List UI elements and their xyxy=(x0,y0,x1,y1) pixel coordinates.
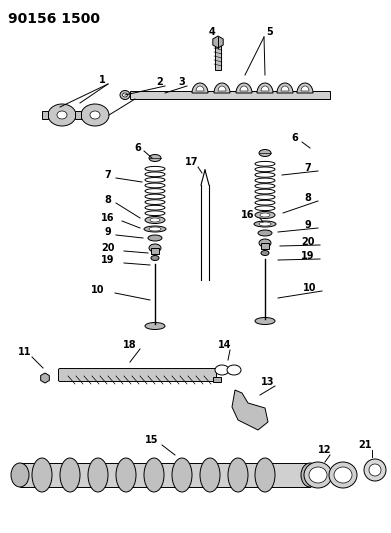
Ellipse shape xyxy=(57,111,67,119)
Ellipse shape xyxy=(149,244,161,252)
Ellipse shape xyxy=(116,458,136,492)
Polygon shape xyxy=(218,86,226,91)
Text: 16: 16 xyxy=(101,213,115,223)
Ellipse shape xyxy=(172,458,192,492)
Ellipse shape xyxy=(11,463,29,487)
Text: 2: 2 xyxy=(157,77,163,87)
Ellipse shape xyxy=(259,222,271,226)
Ellipse shape xyxy=(144,458,164,492)
Polygon shape xyxy=(196,86,204,91)
Polygon shape xyxy=(277,83,293,93)
Polygon shape xyxy=(297,83,313,93)
Bar xyxy=(151,248,159,254)
Text: 10: 10 xyxy=(91,285,105,295)
Text: 10: 10 xyxy=(303,283,317,293)
Ellipse shape xyxy=(215,365,229,375)
Text: 13: 13 xyxy=(261,377,275,387)
Ellipse shape xyxy=(228,458,248,492)
Ellipse shape xyxy=(148,235,162,241)
Polygon shape xyxy=(192,83,208,93)
Text: 3: 3 xyxy=(179,77,185,87)
Text: 8: 8 xyxy=(104,195,111,205)
Text: 5: 5 xyxy=(267,27,273,37)
Ellipse shape xyxy=(329,462,357,488)
Ellipse shape xyxy=(304,462,332,488)
Polygon shape xyxy=(240,86,248,91)
Ellipse shape xyxy=(309,467,327,483)
Ellipse shape xyxy=(149,227,161,231)
Ellipse shape xyxy=(60,458,80,492)
Ellipse shape xyxy=(255,318,275,325)
Text: 19: 19 xyxy=(301,251,315,261)
Ellipse shape xyxy=(255,212,275,219)
Text: 11: 11 xyxy=(18,347,32,357)
Ellipse shape xyxy=(254,221,276,227)
Bar xyxy=(215,40,221,70)
Ellipse shape xyxy=(369,464,381,476)
Polygon shape xyxy=(232,390,268,430)
Ellipse shape xyxy=(334,467,352,483)
Text: 17: 17 xyxy=(185,157,199,167)
Text: 15: 15 xyxy=(145,435,159,445)
Text: 6: 6 xyxy=(135,143,142,153)
Text: 7: 7 xyxy=(105,170,111,180)
Ellipse shape xyxy=(90,111,100,119)
Polygon shape xyxy=(301,86,309,91)
Ellipse shape xyxy=(145,216,165,223)
Text: 9: 9 xyxy=(105,227,111,237)
Ellipse shape xyxy=(227,365,241,375)
Polygon shape xyxy=(257,83,273,93)
Text: 20: 20 xyxy=(101,243,115,253)
Ellipse shape xyxy=(120,91,130,100)
FancyBboxPatch shape xyxy=(59,368,217,382)
Bar xyxy=(261,243,269,249)
Ellipse shape xyxy=(88,458,108,492)
Ellipse shape xyxy=(48,104,76,126)
Text: 90156 1500: 90156 1500 xyxy=(8,12,100,26)
Text: 18: 18 xyxy=(123,340,137,350)
Ellipse shape xyxy=(149,155,161,161)
Text: 1: 1 xyxy=(99,75,106,85)
Text: 12: 12 xyxy=(318,445,332,455)
Text: 14: 14 xyxy=(218,340,232,350)
Text: 19: 19 xyxy=(101,255,115,265)
Text: 21: 21 xyxy=(358,440,372,450)
Bar xyxy=(213,377,221,382)
Text: 6: 6 xyxy=(292,133,298,143)
Ellipse shape xyxy=(145,322,165,329)
Polygon shape xyxy=(281,86,289,91)
Bar xyxy=(42,111,48,119)
Text: 9: 9 xyxy=(305,220,311,230)
Ellipse shape xyxy=(144,226,166,232)
Text: 8: 8 xyxy=(305,193,312,203)
Ellipse shape xyxy=(150,218,160,222)
Ellipse shape xyxy=(260,213,270,217)
Bar xyxy=(75,111,81,119)
Polygon shape xyxy=(214,83,230,93)
Text: 7: 7 xyxy=(305,163,311,173)
Ellipse shape xyxy=(259,239,271,247)
Ellipse shape xyxy=(364,459,386,481)
Ellipse shape xyxy=(261,251,269,255)
Ellipse shape xyxy=(32,458,52,492)
Polygon shape xyxy=(236,83,252,93)
Bar xyxy=(20,463,310,487)
Ellipse shape xyxy=(301,463,319,487)
Text: 4: 4 xyxy=(209,27,215,37)
Text: 20: 20 xyxy=(301,237,315,247)
Polygon shape xyxy=(261,86,269,91)
Ellipse shape xyxy=(200,458,220,492)
Ellipse shape xyxy=(258,230,272,236)
Ellipse shape xyxy=(259,149,271,157)
Text: 16: 16 xyxy=(241,210,255,220)
Ellipse shape xyxy=(255,458,275,492)
Ellipse shape xyxy=(81,104,109,126)
Ellipse shape xyxy=(122,93,127,97)
Ellipse shape xyxy=(151,255,159,261)
Bar xyxy=(130,91,330,99)
